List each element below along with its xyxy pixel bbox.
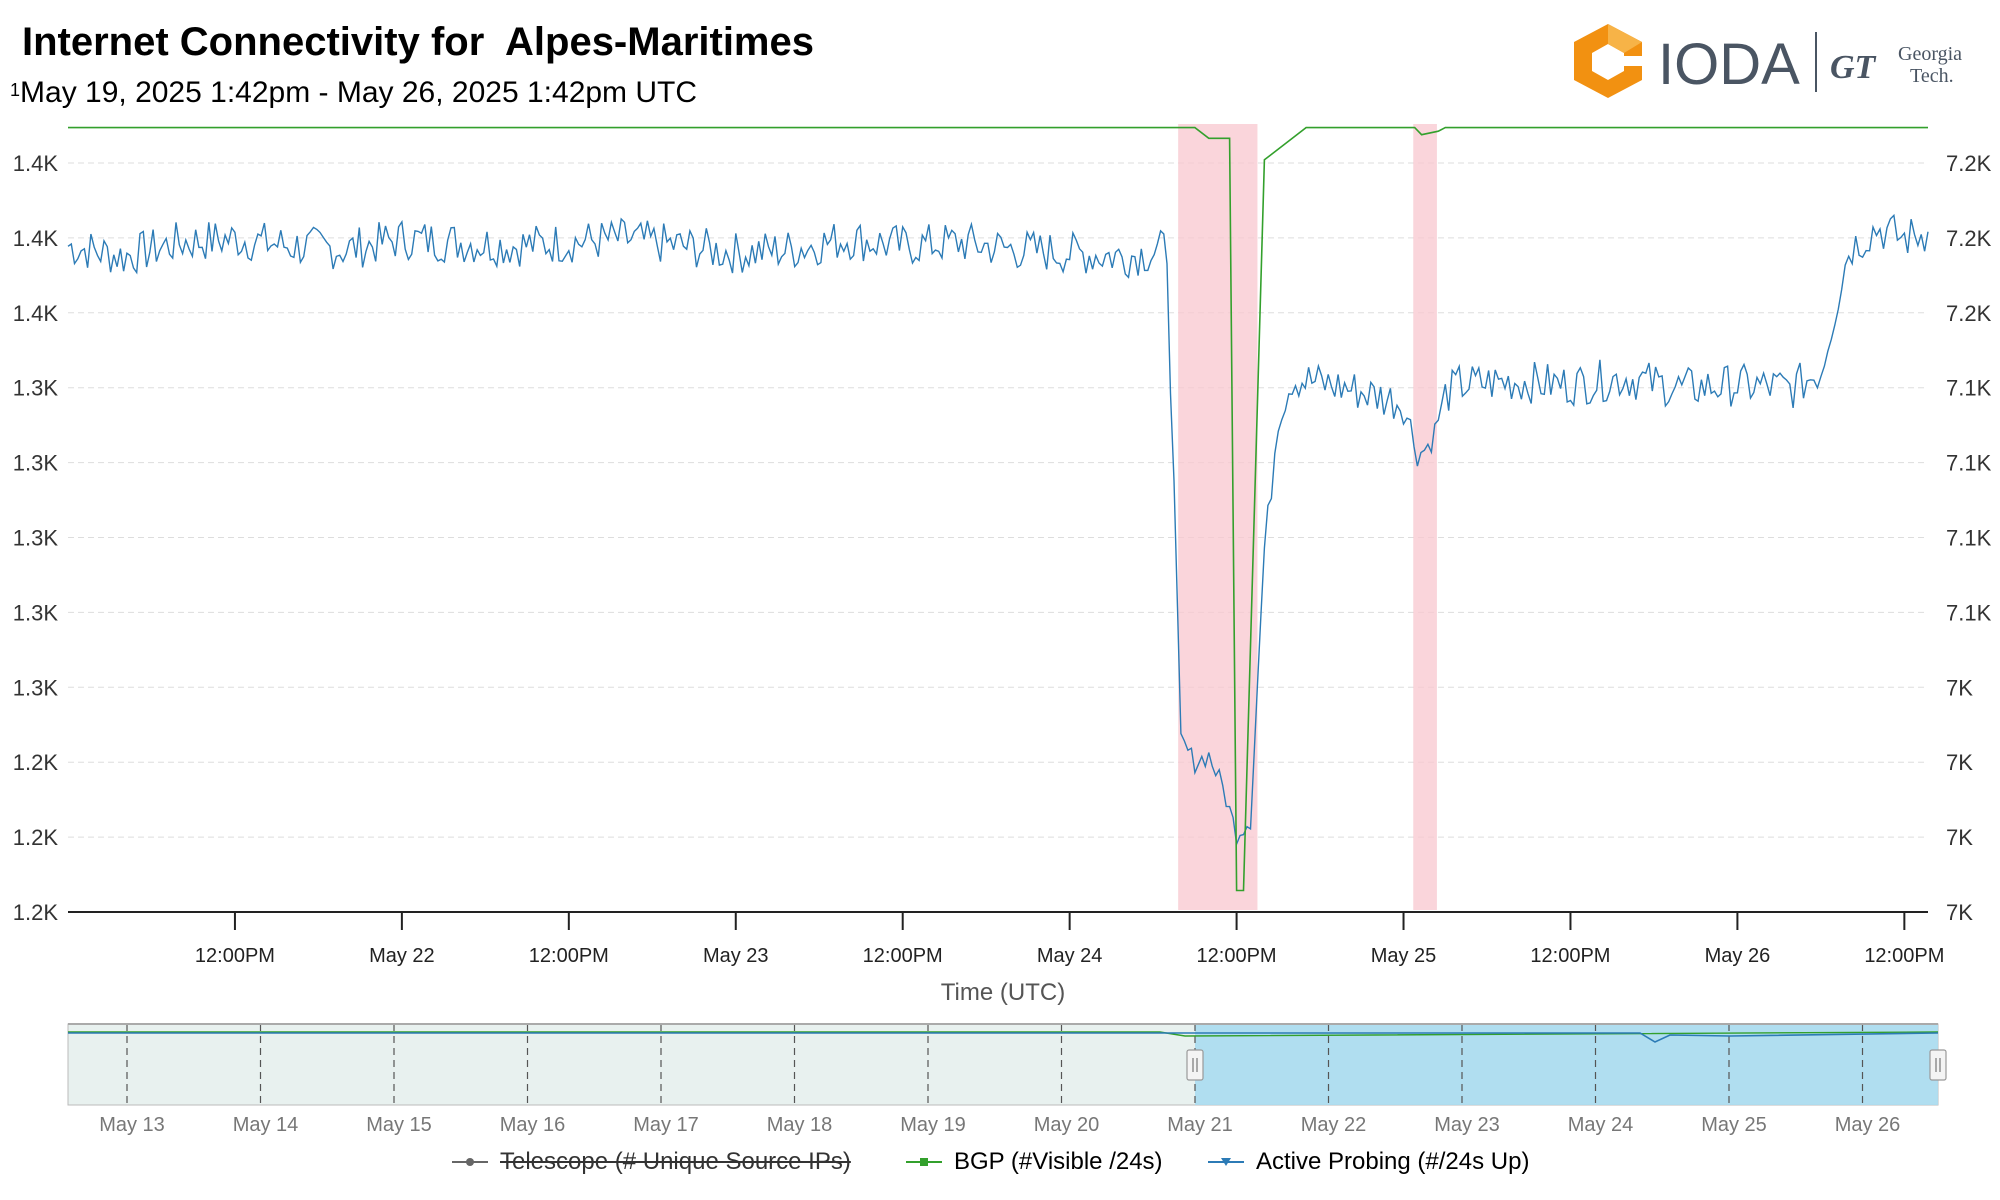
outage-band [1413,124,1437,910]
navigator-date-label: May 17 [633,1114,699,1136]
x-tick-label: 12:00PM [1530,945,1610,967]
y-right-tick-label: 7.1K [1946,451,1992,476]
x-tick-label: May 26 [1705,945,1771,967]
chart-title: Internet Connectivity for Alpes-Maritime… [22,20,814,64]
navigator-date-label: May 13 [99,1114,165,1136]
y-left-tick-label: 1.3K [13,675,59,700]
outage-band [1178,124,1258,910]
y-right-tick-label: 7.2K [1946,226,1992,251]
x-tick-label: 12:00PM [529,945,609,967]
navigator-date-label: May 22 [1301,1114,1367,1136]
y-left-tick-label: 1.4K [13,226,59,251]
date-range: May 19, 2025 1:42pm - May 26, 2025 1:42p… [20,76,698,109]
x-tick-label: 12:00PM [1197,945,1277,967]
active-probing-line [67,213,1929,847]
handle-body [1186,1049,1204,1081]
navigator-date-label: May 18 [767,1114,833,1136]
georgia-text: Georgia [1898,43,1962,65]
legend: Telescope (# Unique Source IPs) BGP (#Vi… [0,1148,2000,1188]
navigator-date-label: May 26 [1835,1114,1901,1136]
navigator-date-label: May 14 [233,1114,299,1136]
navigator-date-label: May 16 [500,1114,566,1136]
y-right-tick-label: 7.1K [1946,376,1992,401]
x-tick-label: May 25 [1371,945,1437,967]
grid-lines [68,162,1928,838]
y-axis-left: 1.2K 1.2K 1.2K 1.3K 1.3K 1.3K 1.3K 1.3K 1.4K 1.4K… [13,151,59,925]
y-axis-right: 7K 7K 7K 7K 7.1K 7.1K 7.1K 7.1K 7.2K 7.2K 7.2K [1946,151,1992,925]
ioda-hexagon-icon [1574,24,1642,98]
x-tick-label: May 22 [369,945,435,967]
navigator-left-handle[interactable] [1186,1049,1204,1081]
series-lines [67,126,1929,892]
navigator-date-label: May 25 [1701,1114,1767,1136]
navigator-selection [1195,1024,1938,1105]
tech-text: Tech. [1910,65,1954,87]
bgp-line [68,126,1928,892]
y-left-tick-label: 1.3K [13,451,59,476]
ioda-georgia-tech-logo: IODA GT Georgia Tech. [1574,24,1962,98]
legend-item-telescope[interactable]: Telescope (# Unique Source IPs) [452,1148,851,1176]
navigator-active-line [68,1032,1939,1043]
y-right-tick-label: 7.1K [1946,600,1992,625]
outage-bands [1178,124,1437,910]
x-tick-label: May 23 [703,945,769,967]
legend-label-bgp: BGP (#Visible /24s) [954,1148,1163,1175]
navigator-date-label: May 20 [1034,1114,1100,1136]
y-right-tick-label: 7K [1946,900,1973,925]
y-right-tick-label: 7.2K [1946,301,1992,326]
x-axis: 12:00PM May 22 12:00PM May 23 12:00PM May 24 1… [68,911,1944,967]
y-left-tick-label: 1.3K [13,600,59,625]
y-right-tick-label: 7K [1946,750,1973,775]
legend-label-telescope: Telescope (# Unique Source IPs) [500,1148,851,1175]
y-left-tick-label: 1.3K [13,526,59,551]
y-left-tick-label: 1.4K [13,301,59,326]
y-right-tick-label: 7.1K [1946,526,1992,551]
y-right-tick-label: 7K [1946,825,1973,850]
gt-monogram: GT [1830,49,1877,86]
bgp-legend-icon [906,1158,942,1166]
y-left-tick-label: 1.2K [13,900,59,925]
telescope-legend-icon [452,1158,488,1166]
navigator-date-label: May 19 [900,1114,966,1136]
active-probing-legend-icon [1208,1158,1244,1166]
legend-item-active-probing[interactable]: Active Probing (#/24s Up) [1208,1148,1529,1176]
legend-label-active-probing: Active Probing (#/24s Up) [1256,1148,1530,1175]
y-right-tick-label: 7K [1946,675,1973,700]
navigator-date-label: May 21 [1167,1114,1233,1136]
x-tick-label: 12:00PM [863,945,943,967]
y-left-tick-label: 1.3K [13,376,59,401]
navigator-date-label: May 24 [1568,1114,1634,1136]
ioda-wordmark: IODA [1658,32,1800,97]
y-left-tick-label: 1.4K [13,151,59,176]
y-left-tick-label: 1.2K [13,825,59,850]
navigator-date-label: May 23 [1434,1114,1500,1136]
chart-subtitle: 1May 19, 2025 1:42pm - May 26, 2025 1:42… [10,76,697,110]
navigator-right-handle[interactable] [1929,1049,1947,1081]
x-tick-label: 12:00PM [1864,945,1944,967]
navigator-date-label: May 15 [366,1114,432,1136]
handle-body [1929,1049,1947,1081]
subtitle-marker: 1 [10,80,21,100]
range-navigator[interactable]: May 13 May 14 May 15 May 16 May 17 May 18 May … [67,1023,1947,1136]
x-tick-label: May 24 [1037,945,1103,967]
x-axis-label: Time (UTC) [941,979,1065,1006]
legend-item-bgp[interactable]: BGP (#Visible /24s) [906,1148,1163,1176]
x-tick-label: 12:00PM [195,945,275,967]
y-left-tick-label: 1.2K [13,750,59,775]
y-right-tick-label: 7.2K [1946,151,1992,176]
navigator-bgp-line [68,1031,1939,1037]
